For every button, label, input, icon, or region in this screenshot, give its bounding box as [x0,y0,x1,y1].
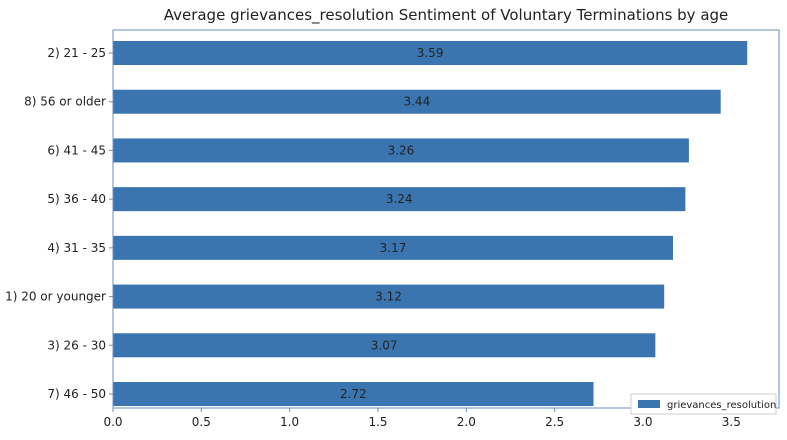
y-tick-label: 3) 26 - 30 [47,338,106,352]
y-tick-label: 2) 21 - 25 [47,46,106,60]
y-tick-label: 7) 46 - 50 [47,387,106,401]
y-tick-label: 8) 56 or older [24,95,106,109]
x-tick-label: 1.0 [280,415,299,429]
bar-1 [113,41,748,65]
bar-8 [113,382,594,406]
y-tick-labels: 2) 21 - 25 8) 56 or older 6) 41 - 45 5) 36 … [5,46,113,401]
bar-6 [113,284,665,309]
y-tick-label: 5) 36 - 40 [47,192,106,206]
chart-title: Average grievances_resolution Sentiment … [164,6,729,25]
bar-value-label: 3.12 [375,290,402,304]
bar-5 [113,235,674,260]
legend-swatch [638,400,660,408]
x-tick-label: 2.5 [545,415,564,429]
bar-value-label: 3.24 [386,192,413,206]
legend-label: grievances_resolution [667,400,776,411]
plot-frame [112,29,780,409]
bar-4 [113,187,686,212]
x-tick-label: 0.0 [103,415,122,429]
bar-value-label: 3.07 [371,338,398,352]
bar-value-label: 2.72 [340,387,367,401]
y-tick-label: 4) 31 - 35 [47,241,106,255]
y-tick-label: 6) 41 - 45 [47,143,106,157]
legend-box [630,393,777,415]
y-tick-label: 1) 20 or younger [5,290,106,304]
x-tick-label: 3.5 [722,415,741,429]
x-tick-labels: 0.0 0.5 1.0 1.5 2.0 2.5 3.0 3.5 [103,408,741,429]
bar-value-label: 3.17 [380,241,407,255]
bar-7 [113,333,656,358]
x-tick-label: 0.5 [192,415,211,429]
bar-value-label: 3.26 [388,143,415,157]
x-tick-label: 1.5 [368,415,387,429]
x-tick-label: 2.0 [457,415,476,429]
bar-3 [113,138,689,163]
x-tick-label: 3.0 [633,415,652,429]
bar-value-label: 3.59 [417,46,444,60]
bar-2 [113,89,721,114]
bars-layer: 3.59 3.44 3.26 3.24 3.17 3.12 3.07 2.72 [113,41,748,406]
bar-value-label: 3.44 [403,95,430,109]
legend: grievances_resolution [630,393,777,415]
